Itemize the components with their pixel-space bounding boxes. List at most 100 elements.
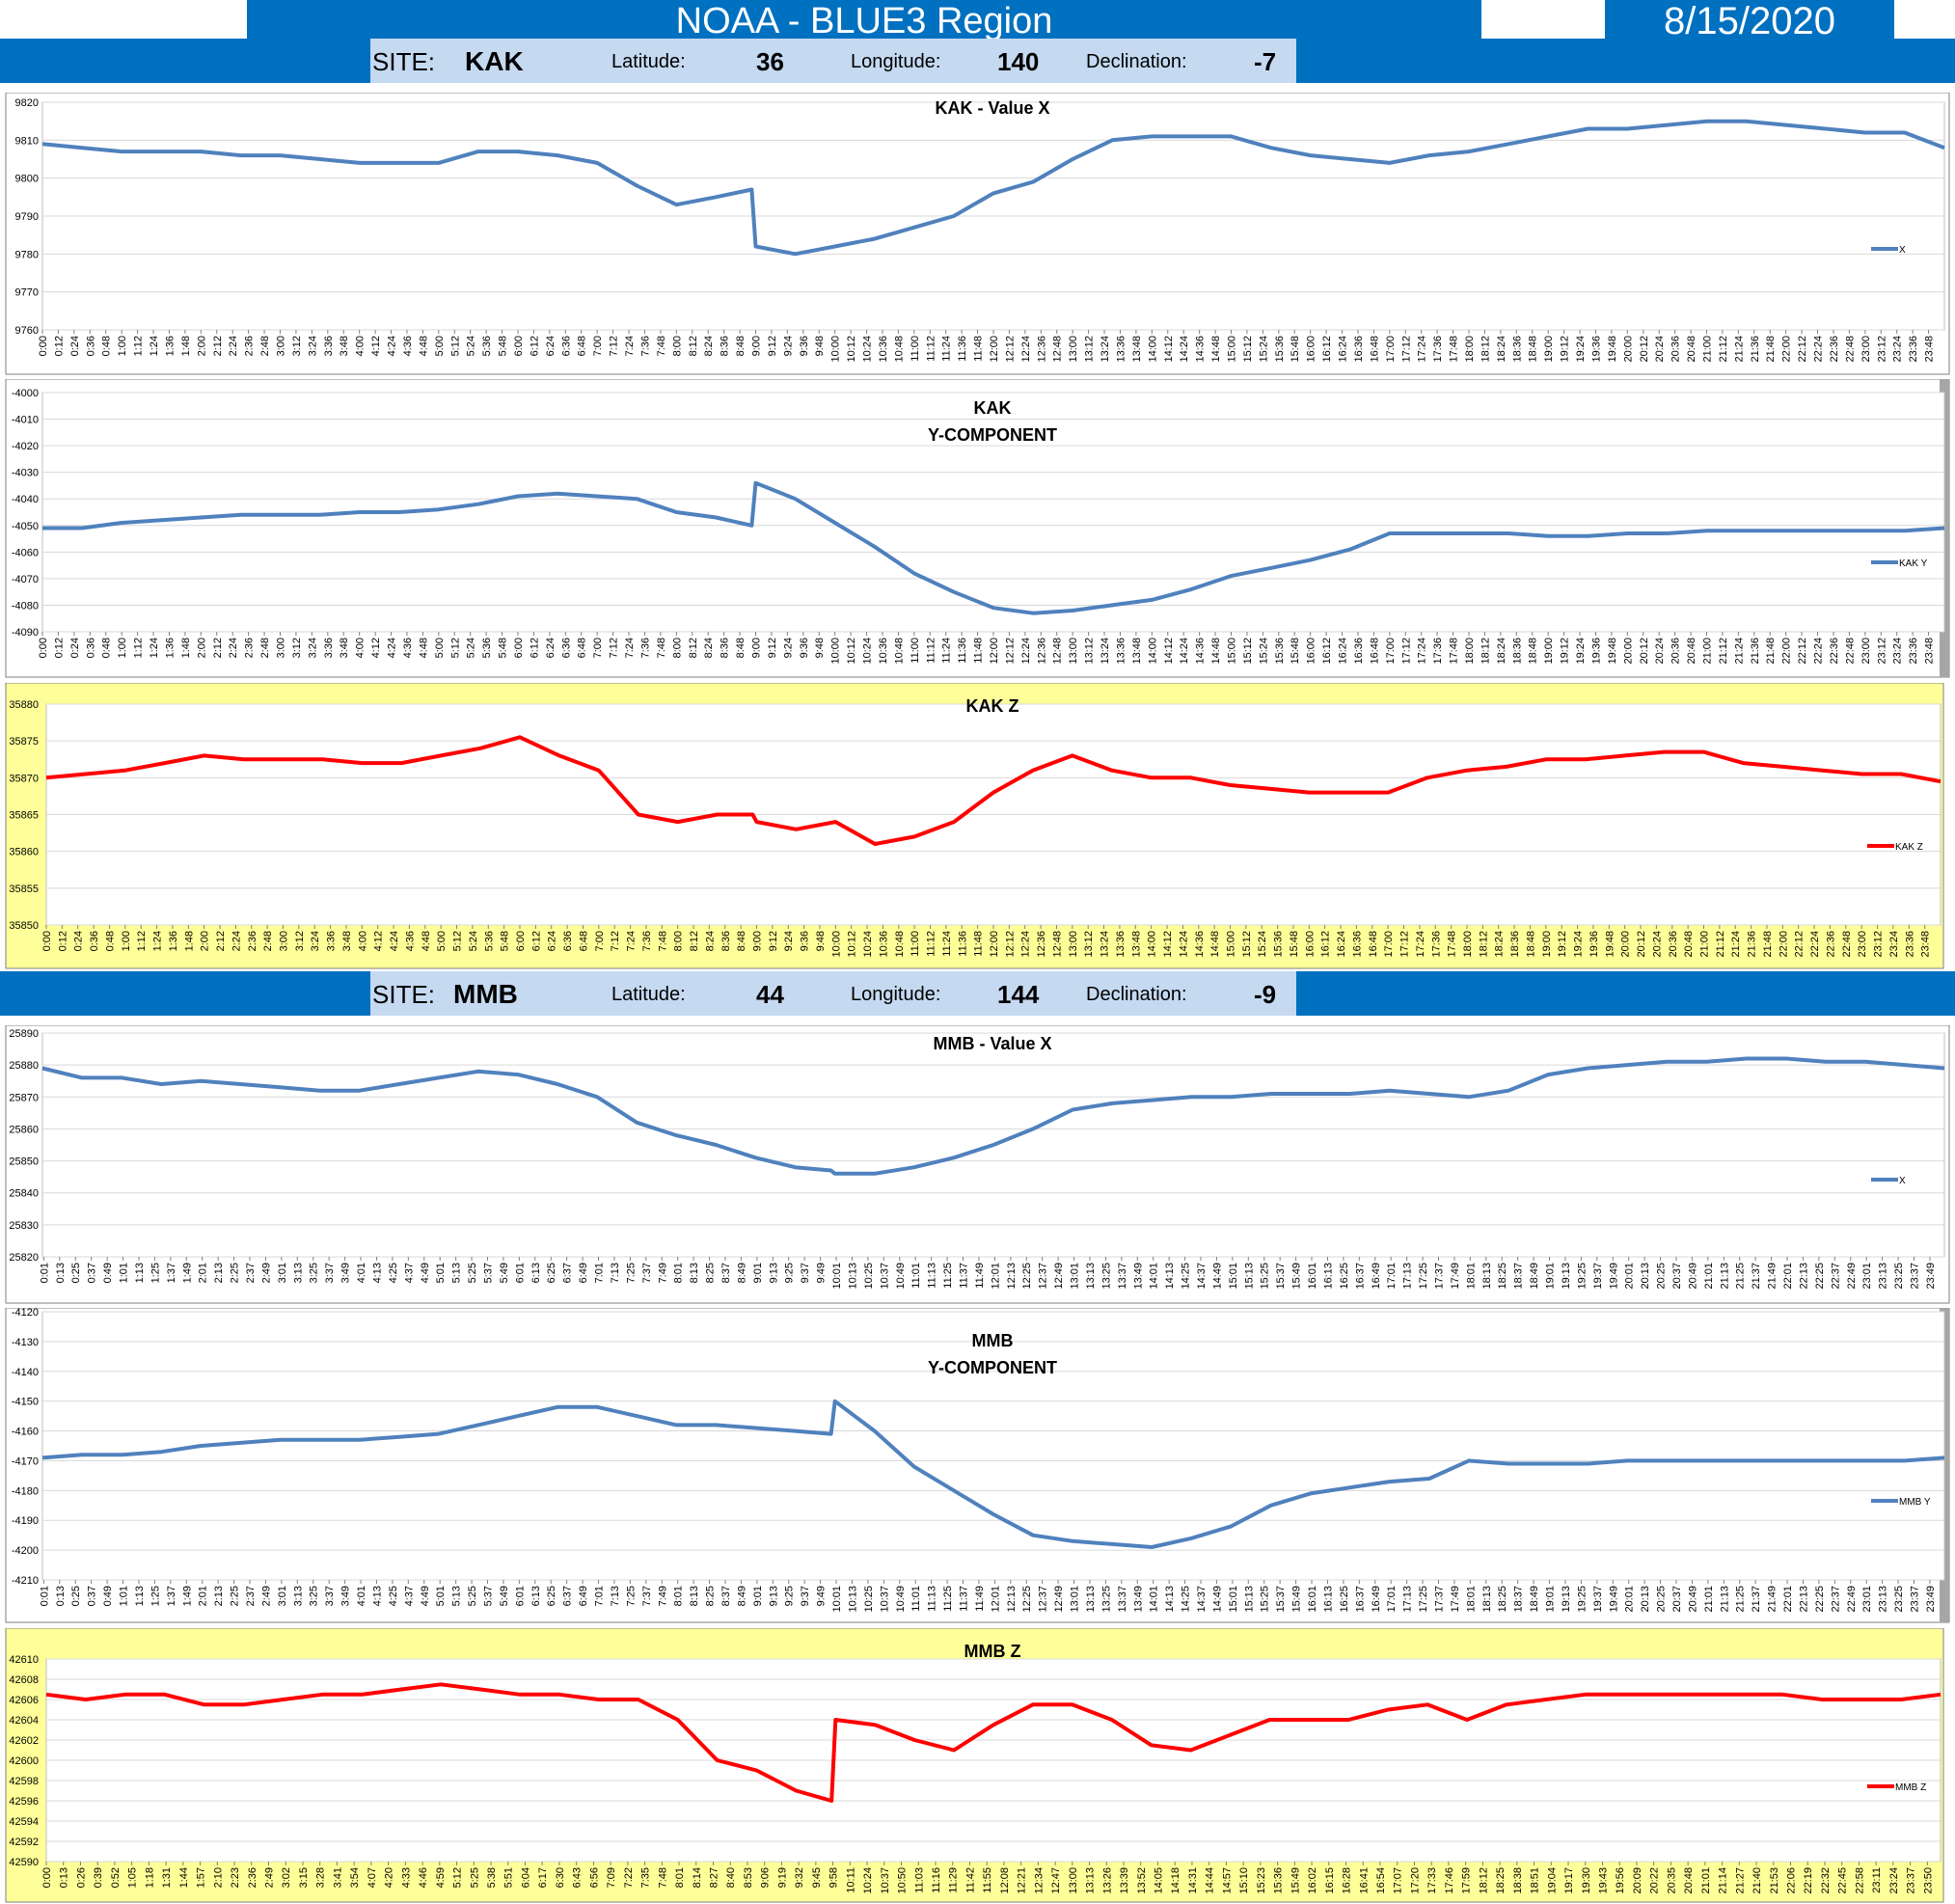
x-tick-label: 8:53 [743, 1867, 754, 1888]
x-tick-label: 0:52 [110, 1867, 122, 1888]
x-tick-label: 9:45 [811, 1867, 823, 1888]
x-tick-label: 8:36 [720, 336, 731, 356]
x-tick-label: 19:30 [1581, 1867, 1592, 1894]
y-tick-label: -4190 [12, 1515, 39, 1527]
x-tick-label: 20:24 [1651, 931, 1663, 958]
x-tick-label: 23:12 [1876, 638, 1887, 665]
x-tick-label: 19:56 [1615, 1867, 1626, 1894]
x-tick-label: 18:49 [1529, 1263, 1540, 1290]
x-tick-label: 8:37 [720, 1263, 732, 1283]
x-tick-label: 21:40 [1751, 1867, 1763, 1894]
longitude-label: Longitude: [851, 51, 941, 72]
x-tick-label: 18:51 [1530, 1867, 1541, 1894]
chart-title: MMB [972, 1331, 1014, 1350]
x-tick-label: 14:37 [1196, 1263, 1208, 1290]
x-tick-label: 22:48 [1841, 931, 1853, 958]
x-tick-label: 18:48 [1528, 336, 1539, 363]
x-tick-label: 18:12 [1480, 638, 1491, 665]
x-tick-label: 21:25 [1735, 1586, 1747, 1613]
x-tick-label: 19:12 [1560, 336, 1571, 363]
x-tick-label: 16:01 [1307, 1263, 1318, 1290]
x-tick-label: 12:12 [1004, 336, 1016, 363]
x-tick-label: 4:59 [435, 1867, 447, 1888]
x-tick-label: 11:00 [910, 931, 921, 957]
x-tick-label: 17:13 [1402, 1586, 1414, 1613]
x-tick-label: 21:48 [1762, 931, 1774, 958]
y-tick-label: 35865 [9, 810, 39, 822]
x-tick-label: 13:36 [1115, 336, 1127, 363]
x-tick-label: 10:24 [862, 336, 874, 363]
x-tick-label: 2:00 [196, 638, 207, 658]
y-tick-label: -4200 [12, 1545, 39, 1557]
x-tick-label: 22:12 [1794, 931, 1806, 958]
x-tick-label: 1:12 [133, 336, 145, 356]
x-tick-label: 2:36 [247, 931, 258, 951]
x-tick-label: 10:24 [862, 638, 874, 665]
x-tick-label: 11:48 [973, 931, 985, 957]
x-tick-label: 8:49 [736, 1263, 747, 1283]
x-tick-label: 13:00 [1068, 1867, 1079, 1894]
x-tick-label: 9:24 [782, 638, 794, 658]
x-tick-label: 2:36 [244, 638, 256, 658]
x-tick-label: 18:24 [1496, 638, 1507, 665]
x-tick-label: 12:13 [1006, 1586, 1018, 1613]
y-tick-label: 35855 [9, 884, 39, 895]
x-tick-label: 12:00 [989, 336, 1000, 363]
x-tick-label: 23:24 [1888, 1867, 1900, 1894]
x-tick-label: 2:48 [262, 931, 274, 951]
x-tick-label: 22:49 [1846, 1263, 1858, 1290]
x-tick-label: 17:24 [1417, 638, 1428, 665]
y-tick-label: 9800 [15, 174, 39, 185]
x-tick-label: 8:36 [720, 638, 731, 658]
chart-title: MMB - Value X [933, 1034, 1051, 1053]
x-tick-label: 4:00 [355, 638, 367, 658]
y-tick-label: -4150 [12, 1397, 39, 1408]
x-tick-label: 17:48 [1447, 931, 1458, 958]
x-tick-label: 23:37 [1906, 1867, 1917, 1894]
x-tick-label: 5:37 [483, 1586, 495, 1606]
x-tick-label: 1:00 [117, 336, 128, 356]
x-tick-label: 17:48 [1449, 638, 1460, 665]
chart-kak-z: 35850 35855 35860 35865 35870 35875 35880 0:00 0… [5, 683, 1944, 969]
x-tick-label: 15:01 [1228, 1263, 1239, 1290]
x-tick-label: 10:49 [895, 1586, 907, 1613]
x-tick-label: 14:36 [1195, 638, 1207, 665]
x-tick-label: 7:12 [609, 336, 620, 356]
x-tick-label: 5:48 [500, 931, 511, 951]
x-tick-label: 12:49 [1053, 1586, 1065, 1613]
chart-title: MMB Z [964, 1642, 1021, 1661]
x-tick-label: 20:37 [1671, 1586, 1683, 1613]
x-tick-label: 10:48 [894, 931, 906, 958]
x-tick-label: 12:36 [1036, 931, 1047, 958]
x-tick-label: 15:24 [1258, 336, 1269, 363]
x-tick-label: 9:36 [800, 931, 811, 951]
x-tick-label: 17:48 [1449, 336, 1460, 363]
x-tick-label: 5:24 [468, 931, 479, 951]
x-tick-label: 19:37 [1592, 1263, 1604, 1290]
x-tick-label: 15:37 [1275, 1263, 1287, 1290]
x-tick-label: 1:25 [149, 1586, 161, 1606]
x-tick-label: 0:12 [53, 638, 65, 658]
x-tick-label: 11:01 [910, 1263, 922, 1289]
x-tick-label: 4:13 [371, 1263, 383, 1283]
x-tick-label: 2:49 [260, 1263, 272, 1283]
x-tick-label: 0:00 [38, 638, 49, 658]
x-tick-label: 6:25 [546, 1586, 557, 1606]
x-tick-label: 1:49 [181, 1263, 193, 1283]
x-tick-label: 19:25 [1576, 1586, 1588, 1613]
x-tick-label: 2:00 [196, 336, 207, 356]
x-tick-label: 18:36 [1511, 336, 1523, 363]
x-tick-label: 22:00 [1781, 638, 1793, 665]
x-tick-label: 11:00 [910, 638, 921, 664]
x-tick-label: 19:01 [1545, 1263, 1557, 1290]
x-tick-label: 6:04 [520, 1867, 531, 1888]
x-tick-label: 21:49 [1767, 1263, 1779, 1290]
x-tick-label: 16:02 [1307, 1867, 1318, 1894]
x-tick-label: 15:49 [1291, 1586, 1303, 1613]
x-tick-label: 12:48 [1052, 638, 1064, 665]
x-tick-label: 16:24 [1338, 336, 1349, 363]
x-tick-label: 18:49 [1529, 1586, 1540, 1613]
x-tick-label: 18:12 [1478, 931, 1489, 958]
x-tick-label: 7:22 [623, 1867, 635, 1888]
x-tick-label: 10:01 [831, 1586, 843, 1613]
